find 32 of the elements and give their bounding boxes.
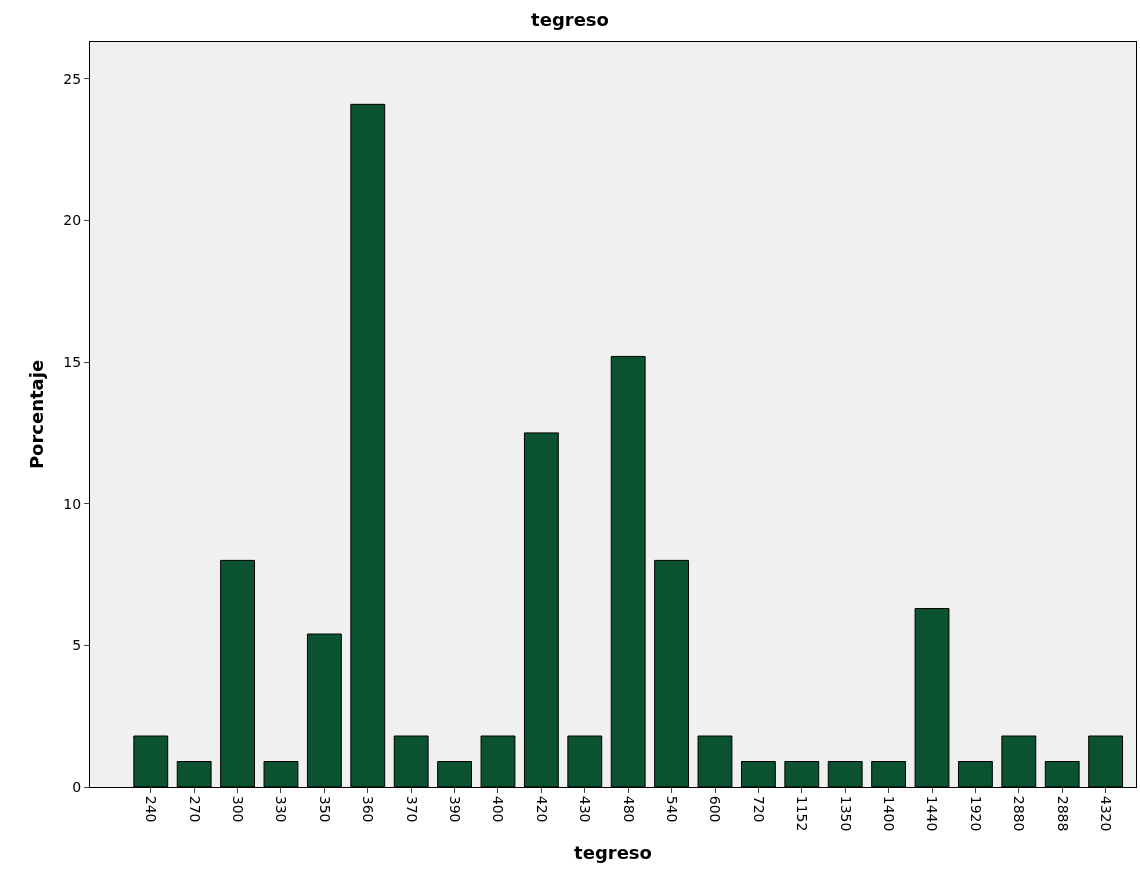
y-tick-label: 5 bbox=[72, 637, 82, 654]
y-tick-label: 20 bbox=[63, 212, 82, 229]
x-tick-label: 350 bbox=[316, 795, 333, 823]
x-tick-label: 2880 bbox=[1011, 795, 1028, 832]
x-tick-label: 420 bbox=[533, 795, 550, 823]
x-tick-label: 4320 bbox=[1098, 795, 1115, 832]
x-tick-label: 480 bbox=[620, 795, 637, 823]
x-tick-label: 390 bbox=[447, 795, 464, 823]
x-tick-label: 370 bbox=[403, 795, 420, 823]
y-tick-label: 0 bbox=[72, 778, 82, 795]
y-axis-title: Porcentaje bbox=[25, 359, 47, 470]
x-tick-label: 2888 bbox=[1054, 795, 1071, 832]
x-tick-label: 330 bbox=[273, 795, 290, 823]
x-tick-label: 270 bbox=[186, 795, 203, 823]
y-tick-label: 25 bbox=[63, 70, 82, 87]
y-tick-label: 10 bbox=[63, 495, 82, 512]
chart-title: tegreso bbox=[531, 8, 609, 30]
x-tick-label: 1350 bbox=[837, 795, 854, 832]
x-tick-label: 300 bbox=[230, 795, 247, 823]
x-tick-label: 400 bbox=[490, 795, 507, 823]
x-tick-label: 1152 bbox=[794, 795, 811, 832]
x-tick-label: 430 bbox=[577, 795, 594, 823]
y-tick-label: 15 bbox=[63, 354, 82, 370]
x-tick-label: 240 bbox=[143, 795, 160, 823]
x-tick-label: 600 bbox=[707, 795, 724, 823]
x-tick-label: 720 bbox=[750, 795, 767, 823]
x-tick-label: 540 bbox=[664, 795, 681, 823]
x-tick-label: 1440 bbox=[924, 795, 941, 832]
x-tick-label: 360 bbox=[360, 795, 377, 823]
x-tick-label: 1920 bbox=[967, 795, 984, 832]
x-tick-label: 1400 bbox=[881, 795, 898, 832]
x-axis-title: tegreso bbox=[574, 841, 652, 863]
